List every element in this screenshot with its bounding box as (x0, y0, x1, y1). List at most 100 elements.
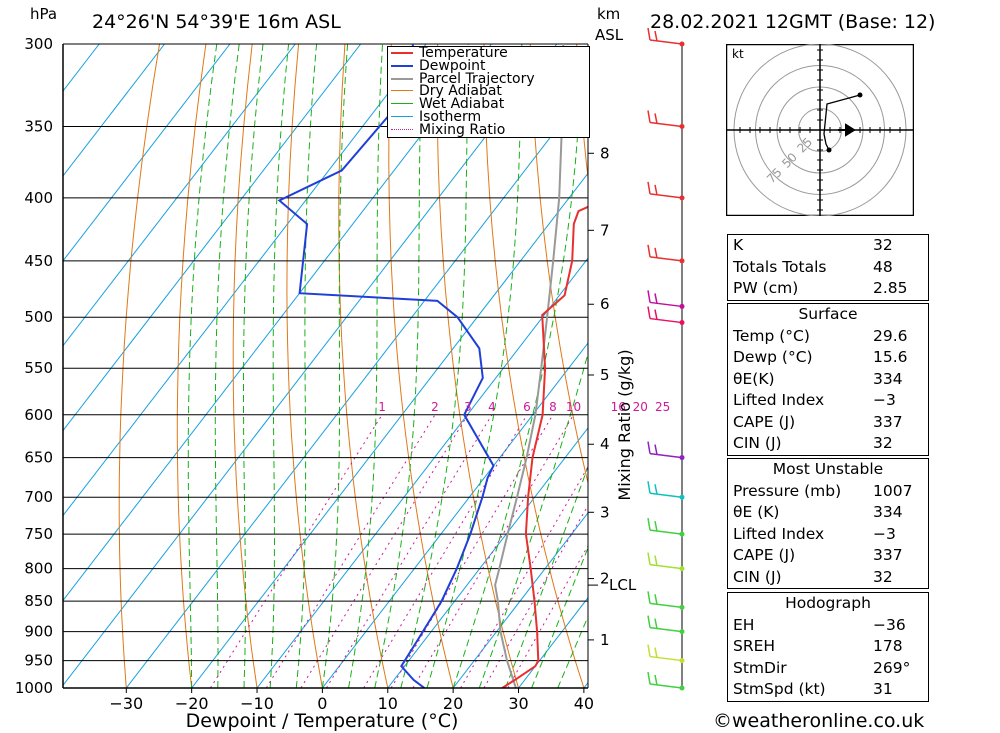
mixing-ratio-label: 20 (633, 400, 648, 414)
wind-barb (647, 517, 685, 537)
most-unstable-title: Most Unstable (772, 460, 884, 478)
wind-barb-shaft (649, 492, 683, 498)
hodo-row-eh: EH −36 (733, 615, 906, 634)
mixing-ratio-line (209, 414, 383, 688)
dry-adiabat-line (994, 44, 1000, 688)
wet-adiabat-line (214, 44, 240, 688)
wind-barb (647, 481, 685, 500)
mu-row-cape: CAPE (J) 337 (733, 546, 903, 564)
wind-barb-dot (679, 123, 685, 129)
wind-barb-shaft (649, 602, 683, 609)
mixing-ratio-line (507, 544, 588, 688)
hodograph-trace (823, 92, 863, 153)
wind-barb-flag (654, 484, 658, 495)
wind-barb-flag (654, 113, 658, 124)
x-tick-label: −20 (175, 694, 209, 713)
wet-adiabat-line (557, 615, 588, 688)
wind-barb-flag (654, 309, 658, 320)
wind-barb-shaft (649, 655, 683, 662)
km-label: 6 (600, 295, 610, 313)
wind-barb-shaft (649, 563, 683, 570)
asl-label: ASL (595, 26, 624, 44)
wind-barb-flag (654, 674, 658, 686)
hodograph-unit-label: kt (732, 47, 744, 61)
pressure-label: 500 (24, 308, 53, 326)
pressure-label: 400 (24, 189, 53, 207)
wind-barb-flag (654, 618, 658, 629)
wind-barb-flag (647, 552, 651, 565)
isotherm-line (387, 427, 588, 688)
most-unstable-box: Most Unstable Pressure (mb) 1007 θE (K) 33… (727, 458, 929, 589)
dry-adiabat-line (388, 44, 454, 688)
isotherm-line (63, 44, 492, 602)
profile-lines (277, 44, 588, 688)
isotherm-line (322, 342, 588, 688)
wind-barb-flag (647, 110, 651, 123)
hodo-row-stmdir: StmDir 269° (733, 658, 911, 677)
surface-title: Surface (798, 305, 858, 323)
mixing-ratio-label: 10 (566, 400, 581, 414)
pressure-label: 850 (24, 592, 53, 610)
mixing-ratio-label: 3 (464, 400, 472, 414)
wind-barb-dot (679, 566, 685, 572)
wind-barb (647, 181, 685, 201)
hodograph-title: Hodograph (785, 594, 871, 612)
pressure-label: 700 (24, 488, 53, 506)
mixing-ratio-label: 16 (611, 400, 626, 414)
pressure-label: 950 (24, 652, 53, 670)
chart-axes (62, 44, 589, 689)
pressure-label: 900 (24, 623, 53, 641)
wind-barb (647, 110, 685, 129)
dry-adiabat-line (947, 44, 1000, 688)
km-label: km (597, 5, 621, 23)
chart-legend: Temperature Dewpoint Parcel Trajectory D… (387, 46, 590, 138)
wet-adiabat-line (348, 44, 383, 688)
wind-barb-flag (654, 520, 658, 532)
wind-barb-flag (647, 644, 651, 657)
hodo-row-sreh: SREH 178 (733, 637, 903, 655)
isotherm-line (63, 44, 165, 177)
isotherm-line (63, 44, 296, 347)
hodograph-axes (726, 44, 914, 216)
legend-item-mixing-ratio: Mixing Ratio (388, 123, 589, 137)
mixing-ratio-label: 8 (549, 400, 557, 414)
wind-barb-dot (679, 658, 685, 664)
wind-barb (647, 615, 685, 635)
surface-row-dewp: Dewp (°C) 15.6 (733, 348, 908, 366)
km-label: 4 (600, 435, 610, 453)
wind-barb-dot (679, 494, 685, 500)
location-title: 24°26'N 54°39'E 16m ASL (92, 11, 341, 33)
wind-barb-flag (647, 615, 651, 628)
wind-barb (647, 441, 685, 461)
wind-barb (647, 306, 685, 326)
wind-barbs (647, 27, 685, 691)
wind-barb-dot (679, 531, 685, 537)
wind-barb-flag (654, 647, 658, 658)
mixing-ratio-label: 2 (431, 400, 439, 414)
hodo-row-stmspd: StmSpd (kt) 31 (733, 680, 893, 698)
legend-item-isotherm: Isotherm (388, 110, 589, 124)
pressure-axis-labels: 300 350 400 450 500 550 600 650 700 750 800 850 900 9… (15, 35, 53, 697)
mixing-ratio-line (325, 414, 493, 688)
wind-barb-dot (679, 320, 685, 326)
pressure-label: 800 (24, 560, 53, 578)
wind-barb-dot (679, 604, 685, 610)
height-axis-labels: 8 7 6 5 4 3 2 1 LCL (588, 144, 637, 649)
pressure-label: 550 (24, 359, 53, 377)
datetime-title: 28.02.2021 12GMT (Base: 12) (650, 11, 936, 33)
dry-adiabat-line (232, 44, 258, 688)
mu-row-theta-e: θE (K) 334 (733, 503, 903, 521)
wind-barb-flag (647, 441, 651, 454)
wind-barb (647, 671, 685, 691)
wind-barb-flag (654, 247, 658, 259)
wind-barb-flag (654, 184, 658, 196)
mixing-ratio-line (460, 465, 588, 688)
wind-barb (647, 591, 685, 610)
mu-row-lifted-index: Lifted Index −3 (733, 524, 896, 543)
hodograph-surface-point (826, 147, 832, 153)
copyright-footer: ©weatheronline.co.uk (713, 710, 925, 732)
wet-adiabat-line (295, 44, 318, 688)
hodograph-top-point (857, 92, 863, 98)
x-tick-label: 10 (378, 694, 398, 713)
index-row-k: K 32 (733, 236, 893, 254)
